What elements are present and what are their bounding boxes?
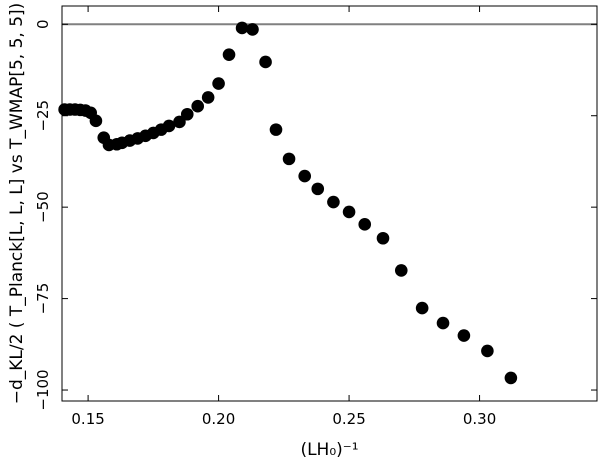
y-tick-label: −100: [34, 369, 52, 410]
y-tick-label: 0: [34, 20, 52, 30]
data-point: [504, 371, 518, 385]
data-point: [311, 182, 325, 196]
data-point: [342, 205, 356, 219]
plot-frame: [61, 5, 598, 402]
data-point: [191, 99, 205, 113]
data-point: [89, 114, 103, 128]
data-point: [259, 55, 272, 69]
data-point: [481, 344, 494, 358]
data-point: [376, 231, 390, 245]
data-point: [436, 316, 450, 330]
y-axis-label: −d_KL/2 ( T_Planck[L, L, L] vs T_WMAP[5,…: [7, 3, 27, 405]
x-tick-label: 0.20: [202, 410, 235, 428]
data-point: [298, 169, 312, 183]
x-tick-label: 0.30: [463, 410, 496, 428]
data-point: [415, 301, 429, 315]
y-tick-label: −50: [34, 191, 52, 223]
data-point: [457, 329, 471, 342]
data-point: [327, 195, 340, 209]
data-point: [282, 152, 296, 166]
data-point: [222, 48, 236, 61]
data-point: [212, 77, 225, 90]
data-point: [173, 115, 186, 129]
plot-area: [58, 21, 597, 385]
data-point: [394, 264, 408, 277]
y-tick-label: −25: [34, 100, 52, 132]
y-axis-ticks: 0 −25 −50 −75 −100: [34, 20, 597, 411]
data-point: [162, 119, 176, 133]
y-tick-label: −75: [34, 283, 52, 315]
data-point: [246, 23, 259, 36]
x-axis-ticks: 0.15 0.20 0.25 0.30: [71, 6, 496, 428]
data-point: [180, 107, 194, 121]
x-tick-label: 0.25: [332, 410, 365, 428]
data-point: [358, 218, 372, 231]
data-point: [269, 123, 283, 136]
data-point: [235, 21, 249, 35]
x-tick-label: 0.15: [71, 410, 104, 428]
data-point: [201, 91, 215, 104]
x-axis-label: (LH₀)⁻¹: [300, 440, 358, 460]
